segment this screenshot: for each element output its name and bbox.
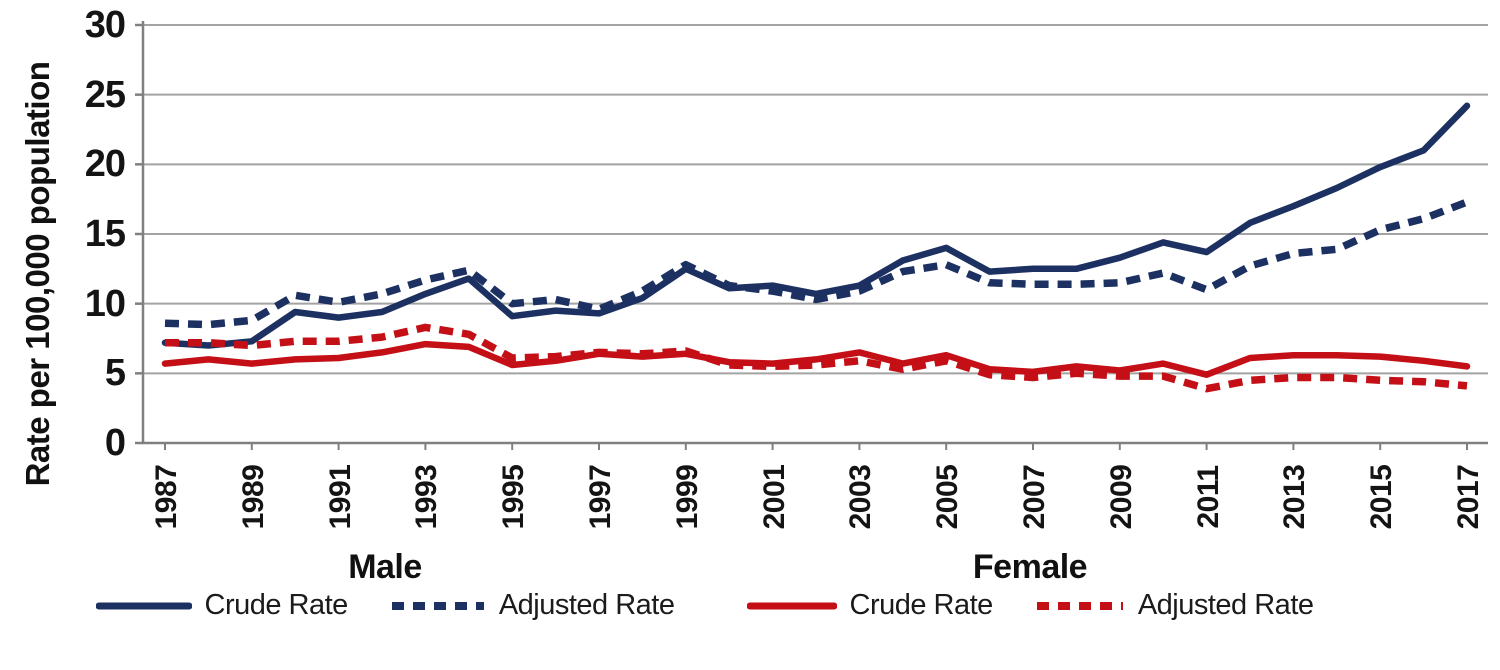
dashed-line-swatch-icon xyxy=(391,601,484,610)
legend-items-female: Crude Rate Adjusted Rate xyxy=(746,589,1314,622)
y-tick-label-20: 20 xyxy=(84,143,126,186)
series-line-male-adjusted-rate xyxy=(164,198,1469,329)
legend-items-male: Crude Rate Adjusted Rate xyxy=(95,589,675,622)
x-tick-label-2007: 2007 xyxy=(1018,464,1051,530)
legend-label: Crude Rate xyxy=(204,589,349,621)
series-line-female-adjusted-rate xyxy=(165,323,1468,393)
legend-label: Adjusted Rate xyxy=(1137,589,1314,621)
legend-header-female: Female xyxy=(972,548,1088,586)
legend-item-male-crude: Crude Rate xyxy=(95,589,349,622)
legend-item-female-crude: Crude Rate xyxy=(746,589,994,622)
series-line-male-crude-rate xyxy=(161,102,1471,349)
y-tick-label-0: 0 xyxy=(104,422,126,464)
x-tick-label-1993: 1993 xyxy=(410,464,444,530)
x-tick-label-2011: 2011 xyxy=(1191,465,1225,529)
x-tick-label-1995: 1995 xyxy=(497,464,531,530)
x-tick-label-2015: 2015 xyxy=(1365,464,1399,530)
legend-item-male-adjusted: Adjusted Rate xyxy=(390,589,675,622)
y-tick-label-15: 15 xyxy=(84,213,126,255)
legend-group-male: Male Crude Rate Adjusted Rate xyxy=(60,548,710,622)
x-tick-label-1991: 1991 xyxy=(323,464,357,530)
series-line-female-crude-rate xyxy=(161,340,1471,378)
x-tick-label-2001: 2001 xyxy=(757,464,791,530)
dashed-line-swatch-icon xyxy=(1036,601,1123,610)
solid-line-swatch-icon xyxy=(746,602,837,609)
x-tick-label-2003: 2003 xyxy=(844,464,878,530)
legend-label: Crude Rate xyxy=(849,589,994,621)
y-tick-label-30: 30 xyxy=(84,4,126,46)
y-tick-label-10: 10 xyxy=(84,282,126,325)
legend-label: Adjusted Rate xyxy=(498,589,675,621)
x-tick-label-1997: 1997 xyxy=(584,464,617,530)
legend-group-female: Female Crude Rate Adjusted Rate xyxy=(746,548,1314,622)
x-tick-label-2013: 2013 xyxy=(1278,464,1312,530)
x-tick-label-2005: 2005 xyxy=(931,464,965,530)
legend-item-female-adjusted: Adjusted Rate xyxy=(1035,589,1314,622)
solid-line-swatch-icon xyxy=(95,602,192,609)
x-tick-label-1989: 1989 xyxy=(236,464,270,530)
x-tick-label-1987: 1987 xyxy=(150,464,183,530)
x-tick-label-2017: 2017 xyxy=(1452,464,1485,530)
legend-header-male: Male xyxy=(348,548,422,586)
x-tick-label-1999: 1999 xyxy=(670,464,704,530)
x-tick-label-2009: 2009 xyxy=(1104,464,1138,530)
y-tick-label-5: 5 xyxy=(104,352,126,395)
y-tick-label-25: 25 xyxy=(84,73,126,116)
